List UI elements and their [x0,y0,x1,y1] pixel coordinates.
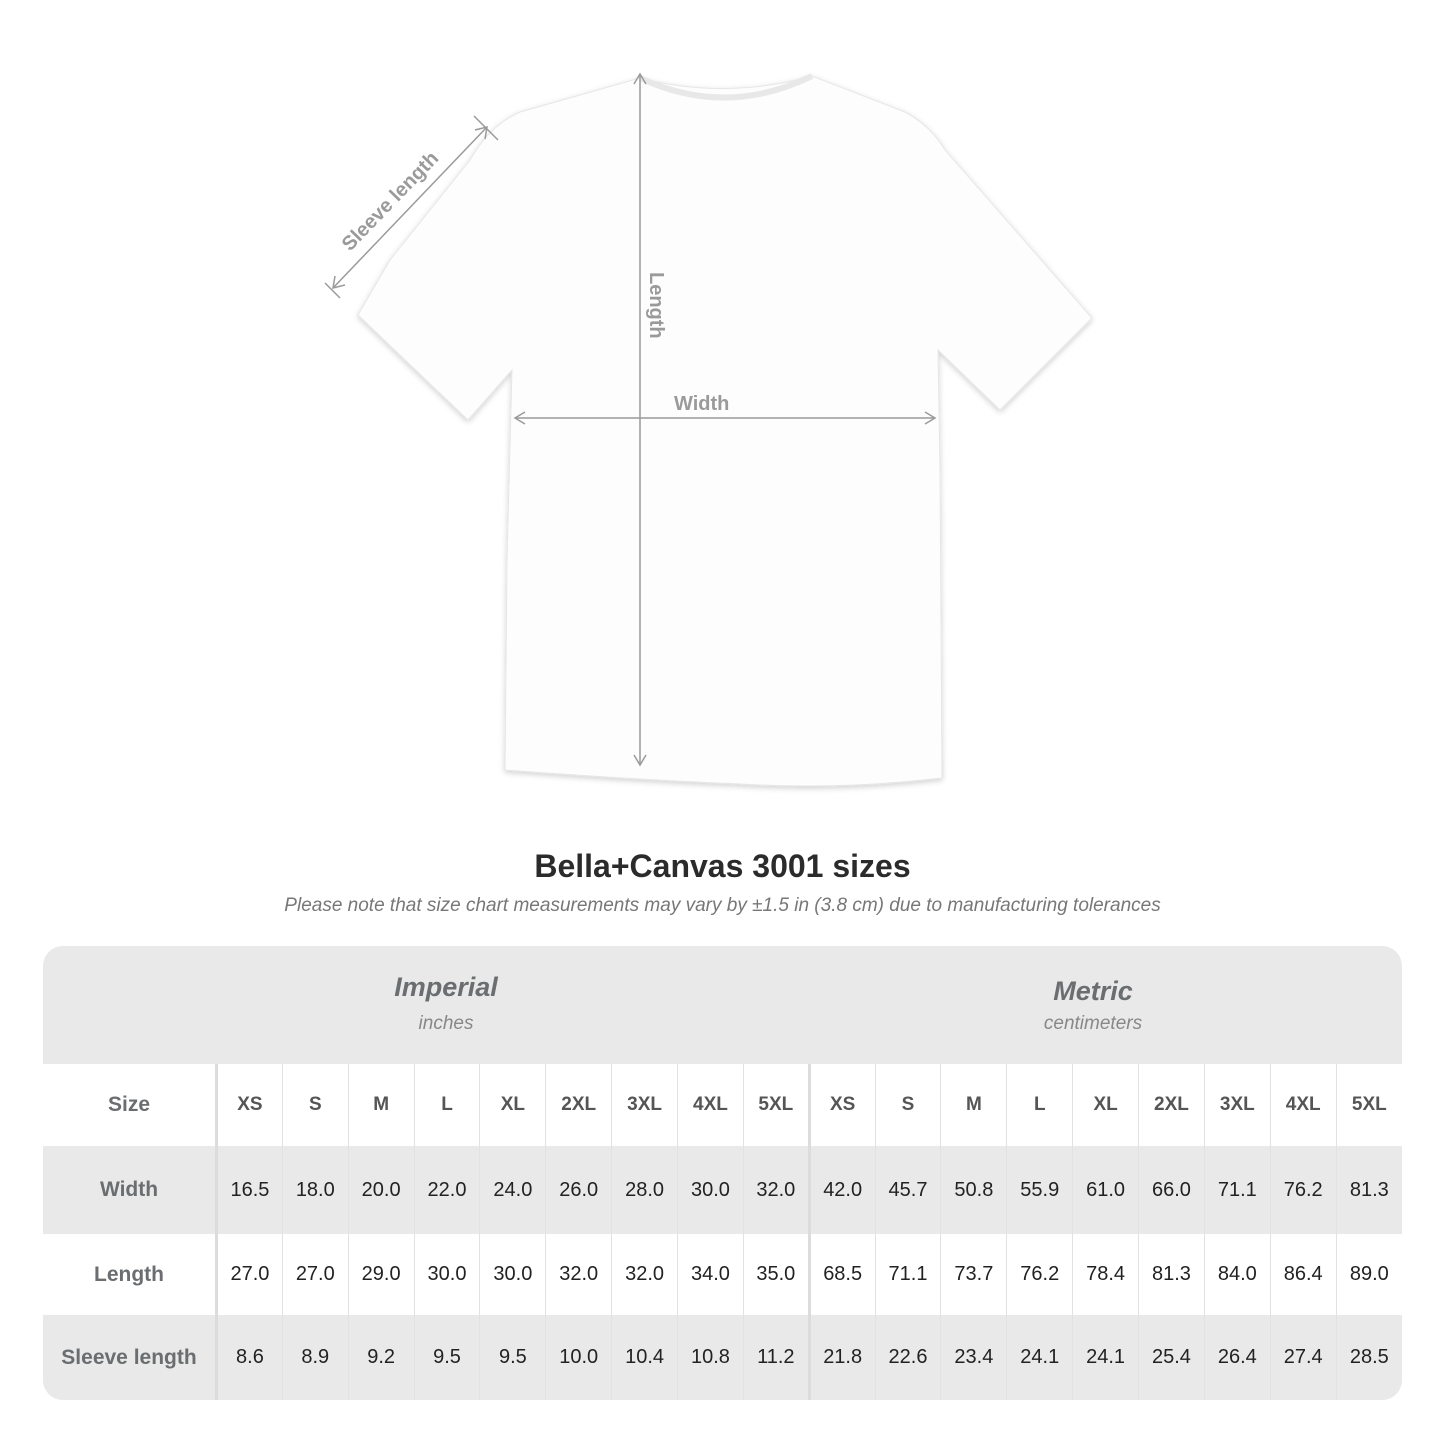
size-header-cell: 4XL [677,1064,744,1146]
value-cell: 29.0 [347,1234,415,1315]
value-cell: 28.0 [611,1146,678,1234]
value-cell: 81.3 [1335,1146,1402,1234]
size-table: Size XS S M L XL 2XL 3XL 4XL 5XL XS S M L XL 2XL 3XL 4XL 5… [43,1064,1402,1400]
value-cell: 71.1 [874,1234,941,1315]
table-row: Sleeve length 8.6 8.9 9.2 9.5 9.5 10.0 10.4 10.8… [43,1315,1402,1400]
value-cell: 73.7 [940,1234,1007,1315]
value-cell: 21.8 [807,1315,876,1400]
metric-title: Metric [1053,976,1133,1006]
value-cell: 32.0 [545,1234,612,1315]
value-cell: 10.4 [611,1315,678,1400]
value-cell: 23.4 [940,1315,1007,1400]
value-cell: 27.0 [281,1234,349,1315]
width-label: Width [674,393,729,415]
value-cell: 81.3 [1138,1234,1205,1315]
size-header-cell: S [874,1064,941,1146]
size-header-cell: 3XL [611,1064,678,1146]
value-cell: 26.4 [1203,1315,1271,1400]
value-cell: 30.0 [677,1146,744,1234]
value-cell: 22.6 [874,1315,941,1400]
size-header-cell: M [940,1064,1007,1146]
size-header-cell: XS [216,1064,283,1146]
table-row: Width 16.5 18.0 20.0 22.0 24.0 26.0 28.0 30.0 32.… [43,1146,1402,1234]
tolerance-note: Please note that size chart measurements… [284,895,1161,916]
size-header-cell: XS [807,1064,876,1146]
value-cell: 16.5 [216,1146,283,1234]
value-cell: 78.4 [1072,1234,1139,1315]
value-cell: 24.1 [1072,1315,1139,1400]
value-cell: 42.0 [807,1146,876,1234]
value-cell: 27.0 [216,1234,283,1315]
value-cell: 61.0 [1072,1146,1139,1234]
value-cell: 26.0 [545,1146,612,1234]
value-cell: 32.0 [611,1234,678,1315]
value-cell: 84.0 [1203,1234,1271,1315]
value-cell: 66.0 [1138,1146,1205,1234]
value-cell: 35.0 [742,1234,810,1315]
value-cell: 68.5 [807,1234,876,1315]
imperial-title: Imperial [394,972,498,1002]
size-header-row: Size XS S M L XL 2XL 3XL 4XL 5XL XS S M L XL 2XL 3XL 4XL 5… [43,1064,1402,1146]
size-header-cell: 4XL [1269,1064,1337,1146]
value-cell: 24.1 [1006,1315,1073,1400]
value-cell: 20.0 [347,1146,415,1234]
size-chart: Imperial inches Metric centimeters Size X… [43,946,1402,1400]
size-header-cell: 2XL [1138,1064,1205,1146]
value-cell: 50.8 [940,1146,1007,1234]
value-cell: 76.2 [1006,1234,1073,1315]
size-header-cell: 5XL [1335,1064,1402,1146]
value-cell: 9.5 [479,1315,546,1400]
size-header-cell: L [413,1064,480,1146]
row-label: Sleeve length [43,1315,218,1400]
size-header-cell: 5XL [742,1064,810,1146]
value-cell: 32.0 [742,1146,810,1234]
size-header-cell: 3XL [1203,1064,1271,1146]
value-cell: 76.2 [1269,1146,1337,1234]
value-cell: 10.0 [545,1315,612,1400]
tshirt-diagram: Sleeve length Length Width [324,72,1093,787]
size-header-cell: M [347,1064,415,1146]
measurement-arrows [324,72,937,767]
value-cell: 25.4 [1138,1315,1205,1400]
value-cell: 89.0 [1335,1234,1402,1315]
value-cell: 34.0 [677,1234,744,1315]
value-cell: 55.9 [1006,1146,1073,1234]
length-label: Length [645,272,667,339]
chart-title: Bella+Canvas 3001 sizes [534,848,911,884]
value-cell: 10.8 [677,1315,744,1400]
value-cell: 30.0 [479,1234,546,1315]
value-cell: 24.0 [479,1146,546,1234]
row-label: Width [43,1146,218,1234]
table-row: Length 27.0 27.0 29.0 30.0 30.0 32.0 32.0 34.0 35… [43,1234,1402,1315]
value-cell: 27.4 [1269,1315,1337,1400]
tshirt-shape [357,75,1093,787]
row-label: Length [43,1234,218,1315]
value-cell: 28.5 [1335,1315,1402,1400]
metric-unit: centimeters [1043,1013,1143,1034]
value-cell: 18.0 [281,1146,349,1234]
value-cell: 86.4 [1269,1234,1337,1315]
value-cell: 22.0 [413,1146,480,1234]
value-cell: 71.1 [1203,1146,1271,1234]
value-cell: 45.7 [874,1146,941,1234]
value-cell: 8.9 [281,1315,349,1400]
value-cell: 9.2 [347,1315,415,1400]
imperial-header: Imperial inches [215,946,677,1064]
row-label: Size [43,1064,218,1146]
size-header-cell: XL [479,1064,546,1146]
metric-header: Metric centimeters [808,946,1378,1064]
size-header-cell: 2XL [545,1064,612,1146]
size-header-cell: S [281,1064,349,1146]
value-cell: 11.2 [742,1315,810,1400]
size-header-cell: XL [1072,1064,1139,1146]
value-cell: 8.6 [216,1315,283,1400]
value-cell: 30.0 [413,1234,480,1315]
value-cell: 9.5 [413,1315,480,1400]
size-header-cell: L [1006,1064,1073,1146]
imperial-unit: inches [418,1013,474,1034]
